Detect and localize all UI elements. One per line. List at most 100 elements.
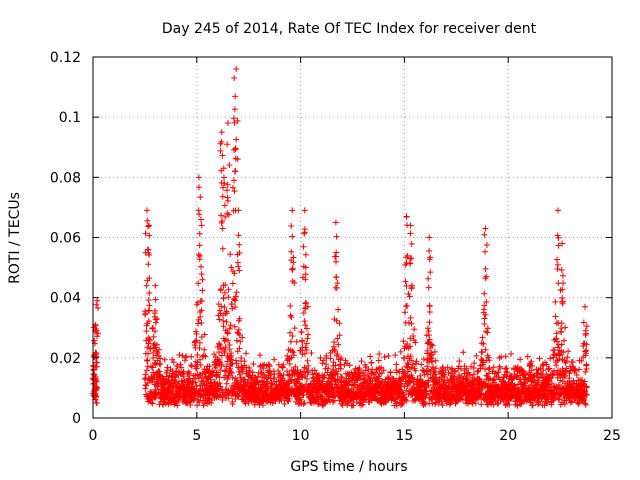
data-point (232, 93, 239, 100)
data-point (408, 255, 415, 262)
data-point (273, 378, 280, 385)
data-point (231, 106, 238, 113)
data-point (233, 289, 240, 296)
data-point (222, 213, 229, 220)
data-point (234, 117, 241, 124)
data-point (93, 400, 100, 407)
data-point (200, 377, 207, 384)
data-point (425, 284, 432, 291)
data-point (554, 266, 561, 272)
data-point (144, 217, 151, 224)
data-point (233, 66, 240, 73)
data-point (146, 302, 153, 309)
data-point (301, 350, 308, 357)
data-point (233, 136, 240, 143)
data-point (142, 310, 149, 317)
data-point (331, 348, 338, 355)
data-point (152, 282, 159, 289)
data-point (237, 338, 244, 345)
data-point (169, 387, 176, 394)
data-point (535, 400, 542, 407)
data-point (281, 401, 288, 408)
data-point (484, 325, 491, 332)
data-point (199, 276, 206, 283)
data-point (252, 385, 259, 392)
data-point (196, 256, 203, 263)
data-point (553, 362, 560, 369)
data-point (153, 341, 160, 348)
data-point (373, 366, 380, 373)
data-point (332, 219, 339, 226)
data-point (218, 212, 225, 219)
data-point (222, 386, 229, 393)
data-point (243, 350, 250, 357)
data-point (405, 290, 412, 297)
data-point (195, 280, 202, 287)
x-tick-label: 25 (603, 428, 621, 444)
data-point (224, 141, 231, 148)
data-point (350, 386, 357, 393)
data-point (408, 240, 415, 247)
data-point (536, 375, 543, 382)
data-point (289, 332, 296, 339)
data-point (198, 222, 205, 229)
data-point (358, 358, 365, 365)
data-point (529, 402, 536, 409)
data-point (145, 350, 152, 357)
data-point (215, 349, 222, 356)
data-point (554, 261, 561, 268)
data-point (302, 276, 309, 283)
data-point (408, 320, 415, 327)
data-point (144, 344, 151, 351)
y-tick-label: 0.12 (50, 50, 81, 66)
data-point (302, 251, 309, 258)
data-point (292, 363, 299, 370)
data-point (406, 293, 413, 300)
data-point (517, 356, 524, 363)
x-tick-labels: 0 5 10 15 20 25 (89, 428, 621, 444)
data-point (332, 362, 339, 369)
data-point (228, 392, 235, 399)
data-point (249, 369, 256, 376)
data-point (319, 360, 326, 367)
data-point (347, 388, 354, 395)
data-point (196, 230, 203, 237)
data-point (304, 357, 311, 364)
data-point (528, 362, 535, 369)
data-point (197, 313, 204, 320)
data-point (557, 377, 564, 384)
data-point (231, 119, 238, 126)
data-point (218, 129, 225, 136)
data-point (315, 401, 322, 408)
data-point (444, 364, 451, 371)
data-point (508, 350, 515, 357)
data-point (300, 243, 307, 250)
data-point (290, 349, 297, 356)
data-point (438, 398, 445, 405)
data-point (441, 373, 448, 380)
data-point (398, 380, 405, 387)
data-point (216, 380, 223, 387)
data-point (146, 222, 153, 229)
data-point (392, 352, 399, 359)
data-point (450, 373, 457, 380)
data-point (582, 401, 589, 408)
data-point (380, 367, 387, 374)
data-point (299, 338, 306, 345)
data-point (327, 380, 334, 387)
data-point (334, 371, 341, 378)
data-point (221, 180, 228, 187)
data-point (428, 349, 435, 356)
data-point (334, 351, 341, 358)
data-point (413, 358, 420, 365)
data-point (502, 353, 509, 360)
data-point (230, 177, 237, 184)
data-point (540, 367, 547, 374)
data-point (583, 384, 590, 391)
data-point (551, 346, 558, 353)
data-point (513, 373, 520, 380)
data-point (319, 378, 326, 385)
data-point (287, 312, 294, 319)
data-point (418, 379, 425, 386)
data-point (232, 293, 239, 300)
